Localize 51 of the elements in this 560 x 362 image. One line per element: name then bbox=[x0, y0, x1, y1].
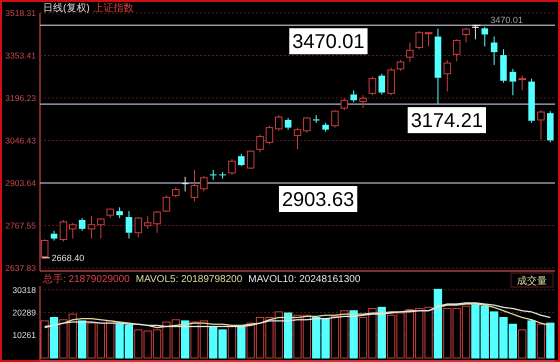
annotation: 成交量 bbox=[517, 275, 547, 287]
y-tick-label: 2767.55 bbox=[5, 220, 36, 230]
bar bbox=[546, 322, 554, 358]
y-tick-label: 10261 bbox=[12, 330, 36, 340]
text: 总手: 21879029000 bbox=[42, 273, 130, 285]
bar bbox=[78, 320, 86, 358]
candlestick bbox=[434, 28, 442, 105]
ref-line-label: 2903.63 bbox=[282, 189, 354, 212]
annotation: 3470.01 bbox=[490, 15, 523, 26]
y-tick-label: 2637.83 bbox=[5, 263, 36, 273]
text: MAVOL10: 20248161300 bbox=[248, 274, 361, 285]
bar bbox=[284, 312, 292, 358]
candlestick bbox=[481, 26, 488, 47]
candlestick bbox=[378, 73, 386, 95]
candlestick bbox=[284, 117, 292, 130]
ref-line-label: 3470.01 bbox=[292, 31, 365, 54]
bar bbox=[50, 317, 58, 358]
bar bbox=[378, 306, 386, 358]
candlestick bbox=[490, 36, 498, 66]
y-tick-label: 2903.64 bbox=[5, 178, 36, 188]
bar bbox=[228, 326, 236, 358]
y-tick-label: 30318 bbox=[12, 284, 36, 295]
bar bbox=[350, 310, 358, 358]
ref-line-label: 3174.21 bbox=[410, 110, 483, 132]
bar bbox=[180, 320, 190, 358]
candlestick bbox=[144, 216, 152, 230]
candlestick bbox=[528, 78, 535, 124]
y-tick-label: 3196.23 bbox=[5, 93, 36, 103]
candlestick bbox=[116, 206, 123, 219]
candlestick bbox=[78, 218, 86, 232]
chart-subtitle: 上证指数 bbox=[94, 2, 134, 14]
text: MAVOL5: 20189798200 bbox=[136, 274, 243, 285]
bar bbox=[237, 326, 246, 358]
bar bbox=[527, 320, 536, 358]
candlestick bbox=[219, 171, 226, 180]
bar bbox=[434, 288, 442, 358]
candlestick bbox=[126, 210, 132, 240]
chart-title: 日线(复权) bbox=[43, 2, 90, 14]
candlestick bbox=[210, 169, 217, 180]
bar bbox=[536, 324, 546, 358]
candlestick bbox=[510, 68, 516, 96]
y-tick-label: 20289 bbox=[12, 307, 36, 318]
candlestick bbox=[547, 110, 554, 143]
y-tick-label: 3046.43 bbox=[5, 136, 36, 146]
bar bbox=[518, 329, 526, 358]
annotation: 2668.40 bbox=[52, 252, 84, 263]
candlestick bbox=[322, 122, 329, 132]
candlestick bbox=[406, 42, 414, 62]
y-tick-label: 3518.31 bbox=[5, 8, 36, 18]
candlestick bbox=[238, 154, 245, 166]
y-tick-label: 3353.41 bbox=[5, 50, 36, 60]
